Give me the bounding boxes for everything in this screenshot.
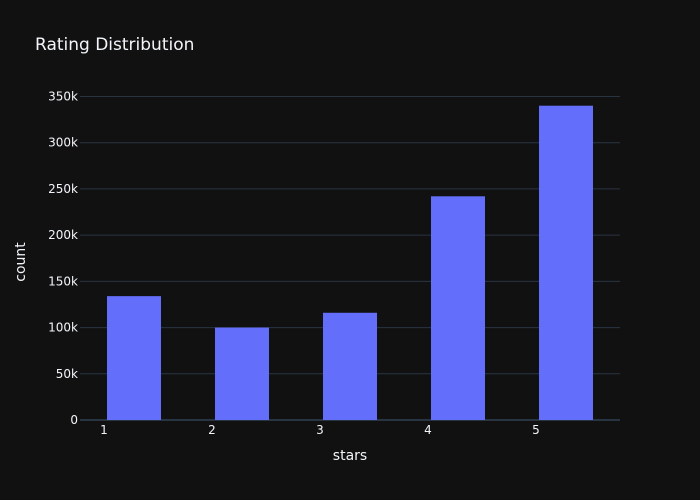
x-axis-ticks: 1 2 3 4 5 (100, 423, 540, 437)
gridlines (80, 95, 620, 421)
y-tick-label: 200k (48, 228, 78, 242)
bar-3[interactable] (323, 312, 377, 420)
y-tick-label: 250k (48, 182, 78, 196)
y-tick-label: 300k (48, 136, 78, 150)
y-tick-label: 350k (48, 89, 78, 103)
chart-title: Rating Distribution (35, 35, 194, 55)
x-tick-label: 5 (532, 423, 540, 437)
x-tick-label: 2 (208, 423, 216, 437)
bar-2[interactable] (215, 327, 269, 420)
bar-4[interactable] (431, 196, 485, 420)
bar-1[interactable] (107, 296, 161, 420)
x-axis-label: stars (333, 448, 367, 464)
y-axis-ticks: 0 50k 100k 150k 200k 250k 300k 350k (48, 89, 78, 427)
x-tick-label: 4 (424, 423, 432, 437)
x-tick-label: 3 (316, 423, 324, 437)
x-tick-label: 1 (100, 423, 108, 437)
y-tick-label: 100k (48, 321, 78, 335)
y-tick-label: 150k (48, 274, 78, 288)
y-axis-label: count (13, 242, 29, 282)
bars (107, 105, 593, 420)
bar-5[interactable] (539, 105, 593, 420)
y-tick-label: 0 (70, 413, 78, 427)
y-tick-label: 50k (56, 367, 78, 381)
